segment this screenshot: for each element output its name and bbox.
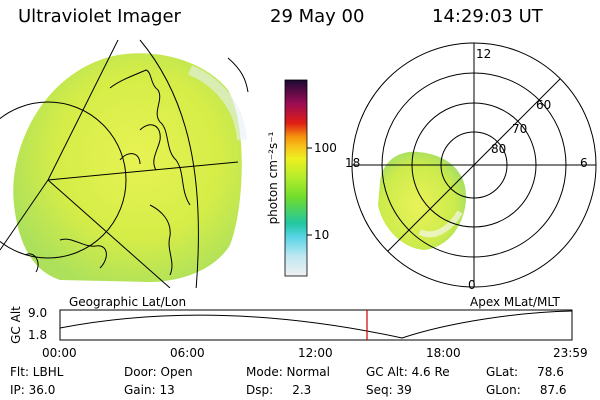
info-gain: Gain: 13: [124, 383, 175, 397]
altitude-ytick-1-8: 1.8: [28, 328, 48, 342]
auroral-emission-right: [378, 151, 467, 250]
mlt-label-0: 0: [468, 278, 476, 292]
info-door: Door: Open: [124, 365, 193, 379]
colorbar: [284, 79, 312, 277]
info-ip: IP: 36.0: [10, 383, 56, 397]
colorbar-tick-label-10: 10: [314, 228, 330, 242]
auroral-emission-left: [13, 53, 242, 282]
info-dsp: Dsp: 2.3: [246, 383, 312, 397]
right-panel-caption: Apex MLat/MLT: [470, 295, 560, 309]
left-panel-caption: Geographic Lat/Lon: [69, 295, 187, 309]
coastlines: [24, 69, 191, 276]
time-tick-0000: 00:00: [42, 346, 77, 360]
mlat-label-70: 70: [512, 122, 528, 136]
colorbar-unit-label: photon cm⁻²s⁻¹: [266, 131, 280, 225]
mlt-label-6: 6: [580, 156, 588, 170]
polar-mlat-mlt-panel: [351, 42, 597, 288]
mlat-label-80: 80: [491, 142, 507, 156]
altitude-plot-frame: [59, 309, 573, 341]
info-filter: Flt: LBHL: [10, 365, 64, 379]
mlt-label-18: 18: [345, 156, 361, 170]
mlt-label-12: 12: [476, 47, 492, 61]
lat-lon-grid: [0, 39, 249, 288]
info-glon: GLon: 87.6: [486, 383, 567, 397]
polar-grid: [351, 42, 597, 288]
altitude-curve: [59, 310, 573, 339]
altitude-ytick-9: 9.0: [28, 306, 48, 320]
info-gc-alt: GC Alt: 4.6 Re: [366, 365, 450, 379]
altitude-strip: [59, 309, 573, 341]
time-tick-2359: 23:59: [553, 346, 588, 360]
colorbar-tick-label-100: 100: [314, 141, 337, 155]
time-label: 14:29:03 UT: [432, 6, 543, 27]
geographic-image-panel: [0, 39, 249, 288]
mlat-label-60: 60: [536, 98, 552, 112]
time-tick-1800: 18:00: [426, 346, 461, 360]
info-glat: GLat: 78.6: [486, 365, 564, 379]
colorbar-gradient: [284, 79, 308, 277]
instrument-title: Ultraviolet Imager: [18, 6, 181, 27]
time-tick-0600: 06:00: [170, 346, 205, 360]
info-mode: Mode: Normal: [246, 365, 330, 379]
date-label: 29 May 00: [270, 6, 365, 27]
time-tick-1200: 12:00: [298, 346, 333, 360]
info-seq: Seq: 39: [366, 383, 412, 397]
altitude-ylabel: GC Alt: [9, 306, 23, 344]
